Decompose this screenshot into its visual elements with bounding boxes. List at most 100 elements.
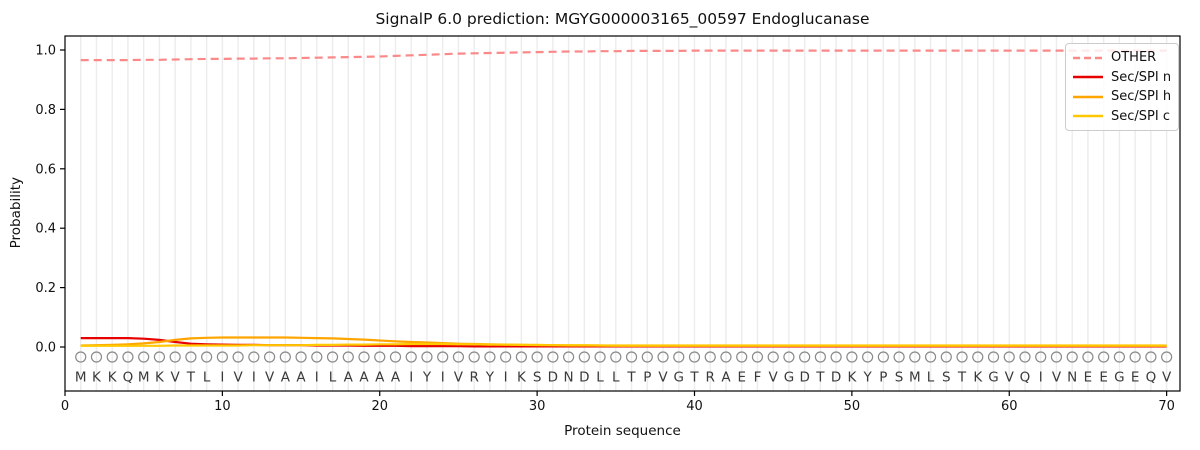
residue-marker-circle — [468, 351, 480, 363]
residue-marker-circle — [736, 351, 748, 363]
residue-marker-circle — [1066, 351, 1078, 363]
residue-marker-circle — [342, 351, 354, 363]
sequence-letter: K — [108, 370, 118, 386]
sequence-letter: L — [596, 370, 604, 386]
residue-marker-circle — [610, 351, 622, 363]
residue-marker-circle — [594, 351, 606, 363]
sequence-letter: R — [469, 370, 478, 386]
sequence-letter: A — [391, 370, 401, 386]
residue-marker-circle — [814, 351, 826, 363]
residue-marker-circle — [248, 351, 260, 363]
sequence-letter: Y — [422, 370, 432, 386]
sequence-letter: R — [706, 370, 715, 386]
sequence-letter: A — [344, 370, 354, 386]
sequence-letter: I — [504, 370, 508, 386]
sequence-letter: Q — [123, 370, 134, 386]
legend-line-sample — [1073, 56, 1103, 59]
sequence-letter: S — [942, 370, 951, 386]
legend-label: Sec/SPI c — [1111, 108, 1170, 124]
sequence-letter: I — [441, 370, 445, 386]
residue-marker-circle — [169, 351, 181, 363]
x-tick-label: 40 — [686, 399, 703, 414]
sequence-letter: V — [454, 370, 464, 386]
residue-marker-circle — [862, 351, 874, 363]
residue-marker-circle — [515, 351, 527, 363]
sequence-letter: Q — [1146, 370, 1157, 386]
sequence-letter: D — [579, 370, 589, 386]
legend-line-sample — [1073, 76, 1103, 79]
sequence-letter: T — [957, 370, 967, 386]
residue-marker-circle — [641, 351, 653, 363]
residue-marker-circle — [688, 351, 701, 363]
y-tick-label: 0.0 — [35, 341, 56, 356]
residue-marker-circle — [1129, 351, 1141, 363]
residue-marker-circle — [153, 351, 166, 363]
sequence-letter: P — [879, 370, 887, 386]
sequence-letter: V — [1162, 370, 1172, 386]
x-tick-label: 30 — [529, 399, 546, 414]
sequence-letter: V — [265, 370, 275, 386]
sequence-letter: D — [799, 370, 809, 386]
sequence-letter: K — [92, 370, 102, 386]
residue-marker-circle — [578, 351, 590, 363]
sequence-letter: N — [1067, 370, 1077, 386]
residue-marker-circle — [1019, 351, 1031, 363]
sequence-letter: P — [643, 370, 651, 386]
residue-marker-circle — [909, 351, 921, 363]
sequence-letter: V — [1052, 370, 1062, 386]
sequence-letter: K — [847, 370, 857, 386]
y-tick-label: 0.2 — [35, 281, 56, 296]
sequence-letter: T — [815, 370, 825, 386]
residue-marker-circle — [846, 351, 858, 363]
sequence-letter: S — [533, 370, 542, 386]
x-tick-label: 20 — [371, 399, 388, 414]
x-tick-label: 70 — [1158, 399, 1175, 414]
residue-marker-circle — [185, 351, 197, 363]
residue-marker-circle — [924, 351, 937, 363]
residue-marker-circle — [216, 351, 228, 363]
residue-marker-circle — [799, 351, 811, 363]
residue-marker-circle — [122, 351, 134, 363]
legend-label: Sec/SPI n — [1111, 69, 1172, 85]
sequence-letter: L — [612, 370, 620, 386]
sequence-letter: D — [548, 370, 558, 386]
legend-item-sec-spi-h: Sec/SPI h — [1073, 87, 1171, 107]
sequence-letter: F — [754, 370, 762, 386]
residue-marker-circle — [547, 351, 559, 363]
sequence-letter: E — [1084, 370, 1093, 386]
sequence-letter: T — [626, 370, 636, 386]
sequence-letter: I — [409, 370, 413, 386]
x-tick-label: 60 — [1001, 399, 1018, 414]
residue-marker-circle — [830, 351, 842, 363]
sequence-letter: V — [769, 370, 779, 386]
residue-marker-circle — [783, 351, 795, 363]
sequence-letter: Y — [485, 370, 495, 386]
residue-marker-circle — [877, 351, 889, 363]
legend-line-sample — [1073, 115, 1103, 118]
sequence-letter: K — [517, 370, 527, 386]
sequence-letter: A — [721, 370, 731, 386]
x-tick-label: 0 — [61, 399, 69, 414]
residue-marker-circle — [500, 351, 512, 363]
series-sec-spi-c — [80, 342, 1167, 347]
residue-marker-circle — [562, 351, 575, 363]
sequence-letter: K — [155, 370, 165, 386]
sequence-letter: Q — [1020, 370, 1031, 386]
x-tick-label: 50 — [844, 399, 861, 414]
residue-marker-circle — [326, 351, 339, 363]
sequence-letter: A — [281, 370, 291, 386]
sequence-letter: V — [1005, 370, 1015, 386]
residue-marker-circle — [452, 351, 465, 363]
sequence-letter: G — [674, 370, 684, 386]
sequence-letter: S — [895, 370, 904, 386]
residue-marker-circle — [720, 351, 732, 363]
residue-marker-circle — [767, 351, 779, 363]
legend-line-sample — [1073, 95, 1103, 98]
legend-item-other: OTHER — [1073, 48, 1171, 68]
residue-marker-circle — [389, 351, 402, 363]
residue-marker-circle — [201, 351, 213, 363]
residue-marker-circle — [972, 351, 984, 363]
residue-marker-circle — [751, 351, 764, 363]
residue-marker-circle — [657, 351, 669, 363]
residue-marker-circle — [484, 351, 496, 363]
